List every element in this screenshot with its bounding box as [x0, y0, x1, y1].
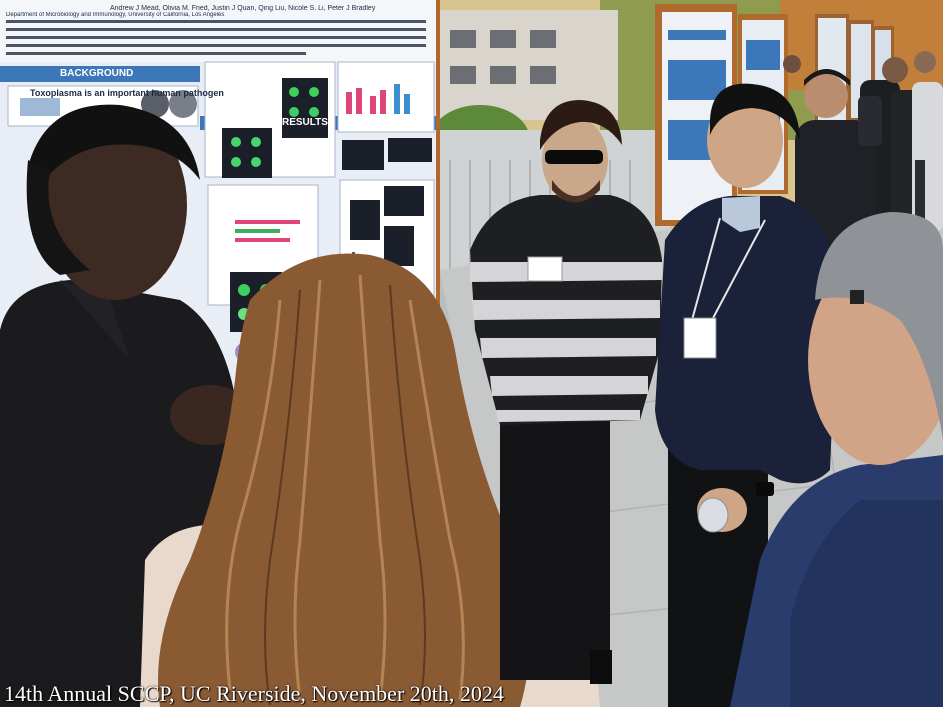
poster-authors: Andrew J Mead, Olivia M. Fried, Justin J… — [110, 5, 376, 12]
sunglasses — [545, 150, 603, 164]
photo-caption: 14th Annual SCCP, UC Riverside, November… — [4, 681, 504, 706]
name-badge — [527, 256, 563, 282]
poster-department: Department of Microbiology and Immunolog… — [6, 12, 225, 18]
attendee-long-hair — [140, 253, 600, 707]
building-window — [530, 30, 556, 48]
building-window — [450, 30, 476, 48]
lanyard-badge — [683, 317, 717, 359]
poster-background-band — [0, 66, 200, 82]
building-window — [490, 66, 516, 84]
wristwatch — [756, 482, 774, 496]
beanie-logo-icon — [850, 290, 864, 304]
attendee-striped-sweater — [470, 100, 662, 684]
poster-background-header: BACKGROUND — [60, 68, 134, 79]
attendee-right-beanie — [730, 212, 943, 707]
building-window — [490, 30, 516, 48]
poster-results-header: RESULTS — [282, 117, 328, 128]
building-window — [450, 66, 476, 84]
poster-background-heading: Toxoplasma is an important human pathoge… — [30, 88, 224, 98]
drink-cup — [697, 497, 729, 533]
building-window — [530, 66, 556, 84]
beanie-hat — [815, 212, 943, 440]
